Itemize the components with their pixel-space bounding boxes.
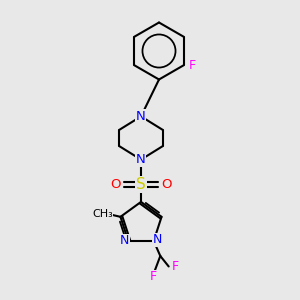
Text: F: F (150, 271, 157, 284)
Text: F: F (172, 260, 179, 273)
Text: O: O (161, 178, 172, 191)
Text: N: N (136, 110, 145, 123)
Text: N: N (153, 233, 162, 246)
Text: N: N (120, 235, 129, 248)
Text: S: S (136, 177, 146, 192)
Text: O: O (110, 178, 121, 191)
Text: CH₃: CH₃ (92, 209, 113, 219)
Text: F: F (188, 59, 196, 72)
Text: N: N (136, 153, 145, 167)
